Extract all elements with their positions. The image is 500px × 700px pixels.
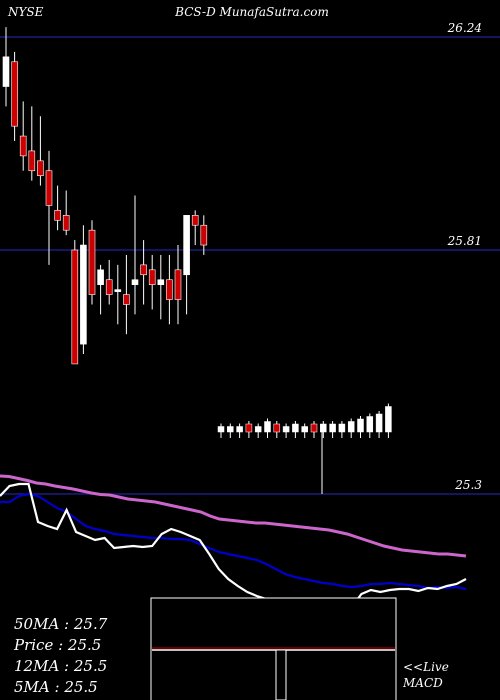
candle-down	[140, 264, 147, 276]
candle-up	[2, 56, 10, 87]
candle-down	[123, 294, 130, 305]
ma12-readout: 12MA : 25.5	[14, 657, 108, 675]
volume-bar	[320, 423, 327, 433]
candlesticks	[2, 27, 208, 365]
candle-down	[191, 215, 199, 226]
price-level-label: 25.3	[454, 478, 482, 492]
volume-bars	[217, 403, 392, 494]
candle-down	[174, 269, 182, 300]
ma50-readout: 50MA : 25.7	[14, 615, 108, 633]
price-readout: Price : 25.5	[14, 636, 102, 654]
candle-up	[114, 289, 122, 292]
volume-bar	[282, 426, 290, 433]
volume-bar	[217, 426, 225, 433]
volume-bar	[273, 423, 281, 433]
volume-bar	[301, 426, 308, 433]
volume-bar	[264, 421, 271, 433]
price-level-label: 26.24	[447, 21, 482, 35]
volume-bar	[347, 421, 355, 433]
candle-down	[166, 279, 173, 300]
volume-bar	[227, 426, 234, 433]
candle-down	[54, 210, 61, 221]
volume-bar	[254, 426, 262, 433]
macd-plot	[152, 647, 395, 700]
volume-bar	[292, 423, 299, 433]
ma-long-line	[0, 474, 467, 558]
volume-bar	[357, 418, 364, 433]
candle-down	[105, 279, 113, 295]
live-label: <<Live	[403, 660, 449, 674]
volume-bar	[310, 423, 318, 433]
candle-down	[19, 135, 27, 157]
candle-down	[11, 61, 18, 127]
macd-histogram-bar	[275, 649, 287, 700]
candle-up	[80, 244, 87, 345]
volume-bar	[329, 423, 336, 433]
candle-up	[183, 215, 190, 276]
price-level-label: 25.81	[447, 234, 482, 248]
candle-up	[97, 269, 104, 285]
candle-down	[148, 269, 156, 285]
ma-short-line	[0, 482, 467, 610]
candle-down	[37, 160, 44, 176]
candle-down	[28, 150, 36, 172]
macd-frame	[150, 597, 397, 700]
volume-bar	[366, 416, 374, 433]
candle-up	[157, 279, 165, 285]
candle-down	[88, 229, 96, 295]
macd-label: MACD	[403, 676, 443, 690]
candle-down	[200, 224, 208, 246]
volume-bar	[385, 406, 392, 433]
price-level-labels: 26.24 25.81 25.3	[447, 21, 483, 492]
volume-bar	[375, 413, 383, 433]
symbol-site-label: BCS-D MunafaSutra.com	[174, 5, 329, 19]
ma5-readout: 5MA : 25.5	[14, 678, 98, 696]
moving-average-lines	[0, 474, 467, 610]
exchange-label: NYSE	[7, 5, 44, 19]
candle-down	[62, 215, 70, 231]
candle-down	[45, 170, 53, 206]
candle-down	[71, 249, 79, 365]
macd-panel	[150, 597, 397, 700]
ma-mid-line	[0, 492, 467, 591]
volume-bar	[236, 426, 243, 433]
volume-bar	[338, 423, 346, 433]
volume-bar	[245, 423, 253, 433]
candle-up	[131, 279, 139, 285]
